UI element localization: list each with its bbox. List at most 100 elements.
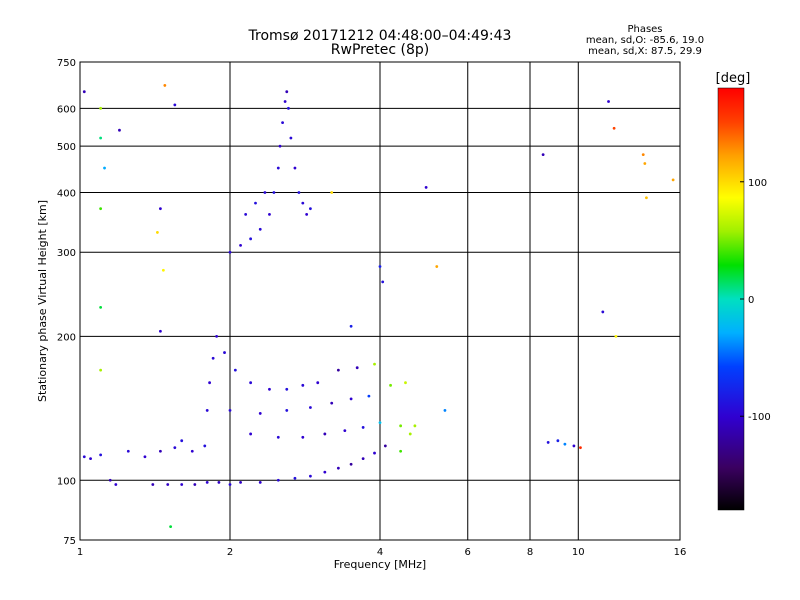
data-point bbox=[287, 106, 290, 110]
data-point bbox=[268, 212, 271, 216]
y-axis-label: Stationary phase Virtual Height [km] bbox=[36, 200, 49, 402]
plot-frame bbox=[79, 61, 681, 541]
legend-line-o: mean, sd,O: -85.6, 19.0 bbox=[586, 35, 704, 46]
data-point bbox=[82, 455, 86, 459]
data-point bbox=[223, 351, 226, 354]
legend-title: Phases bbox=[627, 24, 662, 35]
colorbar-tick-label: -100 bbox=[748, 412, 771, 423]
data-point bbox=[268, 387, 271, 391]
data-point bbox=[118, 128, 121, 132]
legend-line-x: mean, sd,X: 87.5, 29.9 bbox=[588, 46, 702, 57]
data-point bbox=[258, 480, 262, 484]
x-tick-label: 16 bbox=[674, 547, 687, 558]
data-point bbox=[99, 106, 103, 110]
data-point bbox=[239, 244, 242, 247]
data-point bbox=[180, 483, 184, 486]
data-point bbox=[316, 381, 320, 385]
phase-colorbar: [deg] 100 0 -100 bbox=[716, 71, 771, 511]
data-point bbox=[114, 483, 118, 486]
data-point bbox=[166, 483, 170, 486]
data-point bbox=[285, 409, 289, 412]
data-point bbox=[556, 439, 560, 443]
colorbar-tick-label: 0 bbox=[748, 295, 754, 306]
data-point bbox=[217, 480, 221, 484]
data-point bbox=[99, 305, 103, 309]
data-point bbox=[399, 449, 403, 453]
data-point bbox=[239, 480, 242, 484]
data-point bbox=[612, 126, 616, 130]
data-point bbox=[276, 478, 280, 482]
data-point bbox=[671, 178, 675, 182]
data-point bbox=[645, 196, 648, 200]
x-axis-label: Frequency [MHz] bbox=[334, 558, 426, 571]
data-point bbox=[349, 397, 353, 401]
data-point bbox=[228, 483, 232, 486]
data-point bbox=[305, 212, 309, 216]
data-point bbox=[151, 483, 155, 486]
data-point bbox=[349, 462, 353, 466]
data-point bbox=[193, 483, 197, 486]
data-point bbox=[108, 478, 112, 482]
data-point bbox=[435, 265, 439, 268]
data-point bbox=[413, 424, 417, 428]
data-point bbox=[355, 366, 359, 370]
data-point bbox=[389, 383, 392, 387]
data-point bbox=[373, 362, 376, 366]
data-point bbox=[349, 324, 353, 328]
data-point bbox=[276, 435, 280, 439]
data-point bbox=[82, 90, 86, 94]
colorbar-ticks: 100 0 -100 bbox=[740, 178, 771, 423]
data-point bbox=[190, 449, 194, 453]
data-point bbox=[343, 429, 347, 433]
data-point bbox=[614, 334, 618, 338]
x-tick-label: 8 bbox=[527, 547, 533, 558]
data-point bbox=[89, 457, 92, 461]
data-point bbox=[233, 368, 237, 372]
data-point bbox=[361, 457, 365, 461]
data-point bbox=[228, 250, 232, 254]
data-point bbox=[244, 212, 248, 216]
data-point bbox=[205, 480, 209, 484]
data-point bbox=[297, 191, 301, 194]
data-point bbox=[301, 383, 305, 387]
data-point bbox=[258, 412, 262, 415]
data-point bbox=[99, 368, 103, 372]
data-point bbox=[173, 446, 177, 450]
data-point bbox=[169, 525, 173, 529]
colorbar-tick-label: 100 bbox=[748, 178, 767, 189]
data-point bbox=[541, 153, 545, 157]
data-point bbox=[443, 409, 447, 412]
data-point bbox=[159, 449, 162, 453]
data-point bbox=[424, 185, 428, 189]
data-point bbox=[126, 449, 130, 453]
data-point bbox=[643, 162, 647, 165]
x-tick-label: 2 bbox=[227, 547, 233, 558]
data-point bbox=[211, 356, 215, 360]
data-point bbox=[546, 441, 550, 444]
data-point bbox=[309, 406, 312, 409]
data-point bbox=[258, 227, 262, 231]
data-point bbox=[641, 153, 645, 157]
data-point bbox=[301, 435, 305, 439]
data-point bbox=[601, 310, 605, 314]
title-group: Tromsø 20171212 04:48:00–04:49:43 RwPret… bbox=[248, 28, 512, 58]
data-point bbox=[215, 334, 219, 338]
data-point bbox=[163, 84, 167, 87]
data-point bbox=[399, 424, 403, 428]
data-point bbox=[263, 191, 267, 194]
chart-title: Tromsø 20171212 04:48:00–04:49:43 bbox=[248, 28, 512, 44]
y-tick-label: 600 bbox=[57, 104, 76, 115]
data-point bbox=[336, 368, 340, 372]
x-tick-label: 1 bbox=[77, 547, 83, 558]
data-point bbox=[607, 100, 610, 103]
data-point bbox=[408, 432, 412, 436]
data-point bbox=[249, 237, 253, 241]
data-point bbox=[572, 444, 576, 448]
data-point bbox=[301, 201, 305, 205]
data-point bbox=[208, 381, 211, 385]
y-tick-label: 400 bbox=[57, 188, 76, 199]
y-tick-label: 100 bbox=[57, 476, 76, 487]
data-point bbox=[309, 474, 312, 478]
data-point bbox=[103, 166, 106, 170]
